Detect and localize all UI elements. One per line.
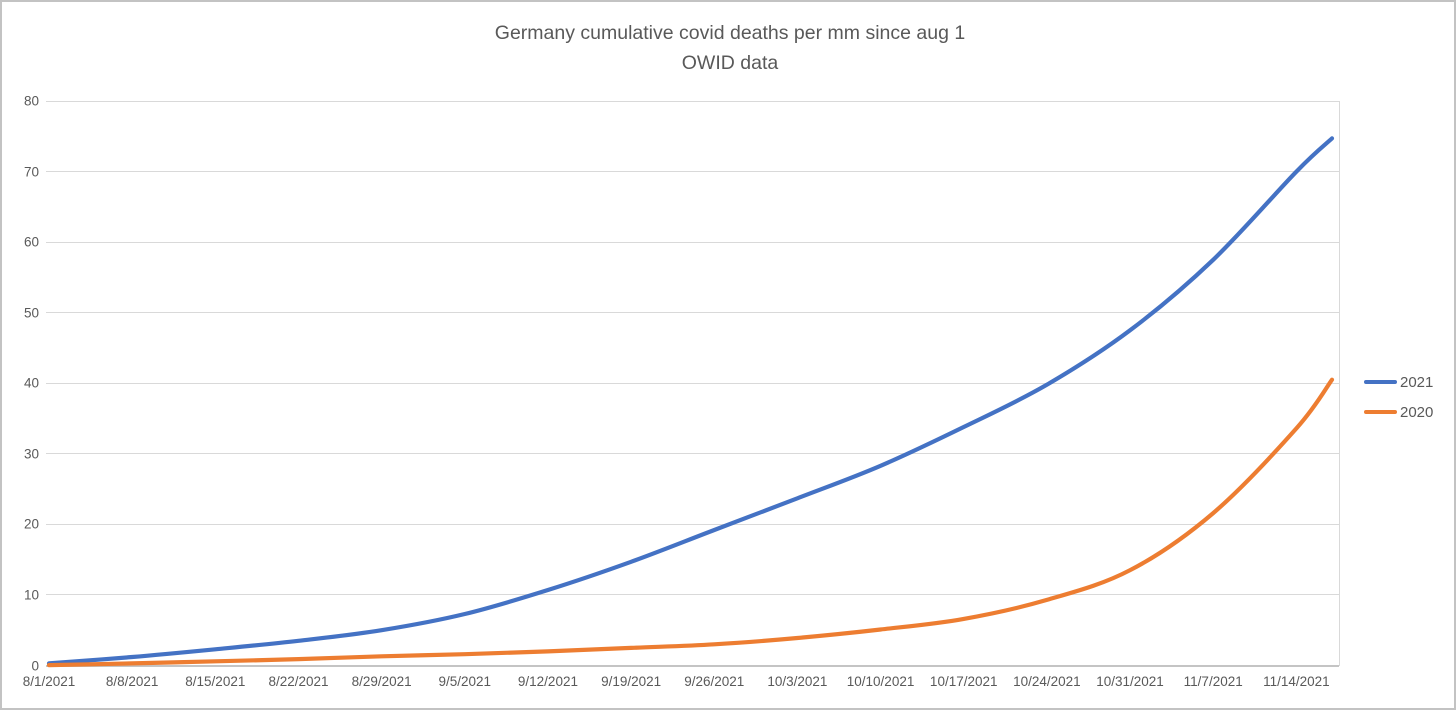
x-axis-tick-label: 9/12/2021: [517, 674, 578, 689]
y-axis-tick-label: 80: [23, 93, 39, 109]
legend-item-2020: 2020: [1364, 403, 1434, 421]
x-axis-tick-label: 10/24/2021: [1013, 674, 1081, 689]
x-axis-tick-label: 10/3/2021: [767, 674, 828, 689]
legend-line-swatch-2020: [1364, 409, 1397, 415]
x-axis-tick-label: 8/22/2021: [268, 674, 329, 689]
plot-right-gridline: [1339, 101, 1340, 666]
y-axis-tick-label: 40: [23, 375, 39, 391]
legend-item-2021: 2021: [1364, 373, 1434, 391]
y-axis-tick-label: 50: [23, 305, 39, 321]
y-axis-tick-label: 0: [31, 658, 39, 673]
series-line-2020: [46, 377, 1335, 668]
x-axis-tick-label: 9/26/2021: [684, 674, 745, 689]
chart-title: Germany cumulative covid deaths per mm s…: [494, 22, 966, 44]
legend-label: 2021: [1400, 373, 1434, 391]
x-axis-tick-label: 8/15/2021: [185, 674, 246, 689]
x-axis-tick-label: 8/29/2021: [351, 674, 412, 689]
legend-line-swatch-2021: [1364, 379, 1397, 385]
y-gridline: [46, 523, 1339, 525]
chart-subtitle: OWID data: [681, 52, 779, 74]
x-axis-tick-label: 10/31/2021: [1096, 674, 1164, 689]
y-gridline: [46, 171, 1339, 173]
series-line-2021: [46, 136, 1335, 666]
y-axis-tick-label: 10: [23, 587, 39, 603]
y-axis-tick-label: 20: [23, 516, 39, 532]
legend-label: 2020: [1400, 403, 1434, 421]
y-gridline: [46, 241, 1339, 243]
y-gridline: [46, 100, 1339, 102]
x-axis-tick-label: 11/7/2021: [1183, 674, 1243, 689]
x-axis-line: [46, 664, 1339, 667]
x-axis-tick-label: 10/17/2021: [929, 674, 998, 689]
x-axis-tick-label: 8/8/2021: [105, 674, 159, 689]
y-axis-tick-label: 70: [23, 164, 39, 180]
x-axis-tick-label: 11/14/2021: [1263, 674, 1330, 689]
chart-title-block: Germany cumulative covid deaths per mm s…: [2, 18, 1454, 78]
x-axis-tick-label: 9/5/2021: [438, 674, 492, 689]
y-axis-tick-label: 30: [23, 446, 39, 462]
y-gridline: [46, 382, 1339, 384]
y-gridline: [46, 312, 1339, 314]
x-axis-tick-label: 8/1/2021: [22, 674, 76, 689]
y-axis-tick-label: 60: [23, 234, 39, 250]
y-gridline: [46, 453, 1339, 455]
x-axis-tick-label: 9/19/2021: [601, 674, 662, 689]
y-gridline: [46, 594, 1339, 596]
x-axis-tick-label: 10/10/2021: [846, 674, 915, 689]
